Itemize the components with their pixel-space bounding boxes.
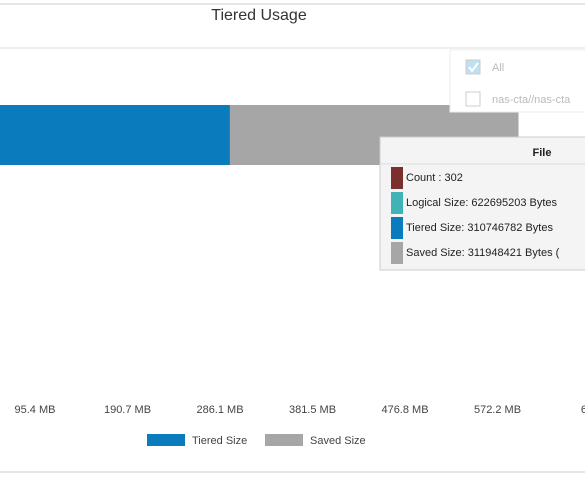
x-tick-label: 95.4 MB xyxy=(15,404,56,416)
x-tick-label: 381.5 MB xyxy=(289,404,336,416)
tooltip-item: Tiered Size: 310746782 Bytes xyxy=(406,222,553,234)
checkmark xyxy=(468,62,479,73)
x-tick-label: 667 xyxy=(581,404,585,416)
x-tick-label: 190.7 MB xyxy=(104,404,151,416)
chart-title: Tiered Usage xyxy=(211,7,307,24)
legend-swatch xyxy=(147,434,185,446)
filter-checkbox[interactable] xyxy=(465,91,481,107)
bar-segment xyxy=(0,105,230,165)
tooltip-box xyxy=(379,136,585,271)
tooltip-swatch xyxy=(391,217,403,239)
tooltip-swatch xyxy=(391,192,403,214)
tooltip-swatch xyxy=(391,242,403,264)
x-tick-label: 476.8 MB xyxy=(381,404,428,416)
legend-label: Tiered Size xyxy=(192,435,247,447)
tooltip-item: Count : 302 xyxy=(406,172,463,184)
filter-checkbox[interactable] xyxy=(465,59,481,75)
legend-swatch xyxy=(265,434,303,446)
tooltip-item: Logical Size: 622695203 Bytes xyxy=(406,197,558,209)
tooltip-title: File xyxy=(533,147,552,159)
tooltip-item: Saved Size: 311948421 Bytes ( xyxy=(406,247,560,259)
tooltip-swatch xyxy=(391,167,403,189)
filter-label[interactable]: nas-cta//nas-cta xyxy=(492,94,571,106)
filter-label[interactable]: All xyxy=(492,62,504,74)
legend-label: Saved Size xyxy=(310,435,366,447)
x-tick-label: 572.2 MB xyxy=(474,404,521,416)
x-tick-label: 286.1 MB xyxy=(196,404,243,416)
